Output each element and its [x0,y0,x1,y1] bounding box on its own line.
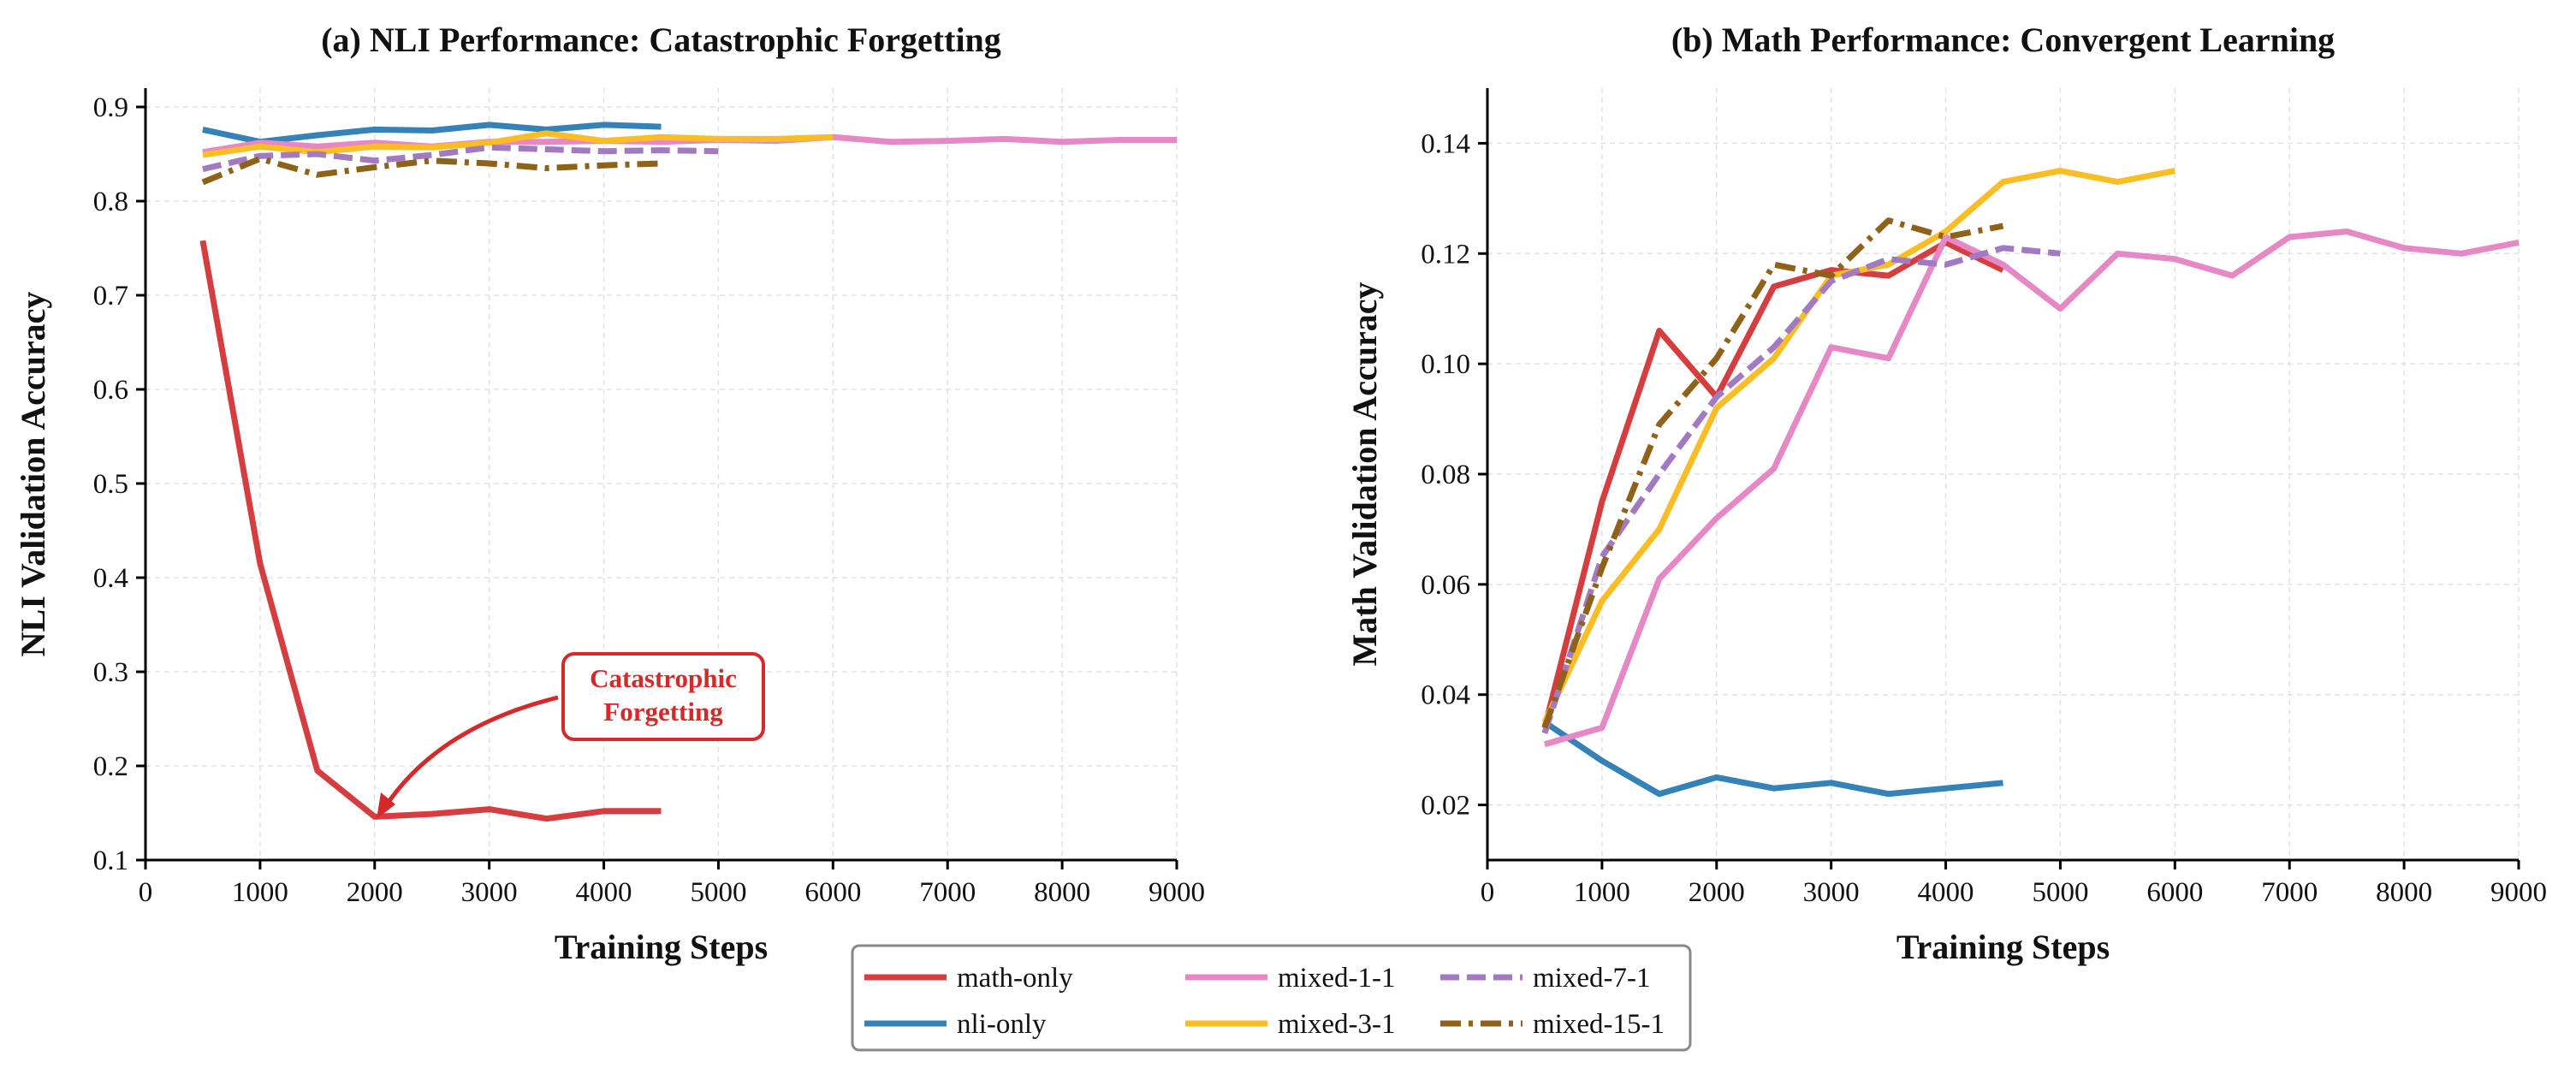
y-tick-label: 0.4 [93,563,128,594]
annotation-arrowhead [377,792,395,819]
x-tick-label: 3000 [1803,877,1860,908]
y-tick-label: 0.9 [93,92,128,123]
legend-label-math-only: math-only [957,963,1073,994]
panel-math-title: (b) Math Performance: Convergent Learnin… [1671,21,2335,59]
panel-nli: 0 1000 2000 3000 4000 5000 6000 7000 8000 9000 0.1… [14,21,1205,966]
series-line-mixed-3-1 [1541,168,2175,724]
annotation-line-2: Forgetting [603,697,723,727]
panel-math-ylabel: Math Validation Accuracy [1345,282,1384,667]
panel-math-ticks: 0 1000 2000 3000 4000 5000 6000 7000 8000 9000 0.0… [1421,128,2547,908]
panel-nli-xlabel: Training Steps [555,928,768,966]
y-tick-label: 0.04 [1421,680,1470,711]
series-line-mixed-3-1 [202,130,834,158]
y-tick-label: 0.08 [1421,460,1470,490]
x-tick-label: 5000 [2032,877,2088,908]
series-line-mixed-15-1 [201,156,662,186]
legend-entries: math-only nli-only mixed-1-1 mixed-3-1 mixed… [864,963,1665,1040]
panel-nli-ylabel: NLI Validation Accuracy [14,292,52,657]
x-tick-label: 6000 [2146,877,2203,908]
y-tick-label: 0.06 [1421,570,1470,601]
panel-math: 0 1000 2000 3000 4000 5000 6000 7000 8000 9000 0.0… [1345,21,2547,966]
y-tick-label: 0.10 [1421,349,1470,380]
series-line-nli-only [202,122,662,145]
y-tick-label: 0.7 [93,281,128,312]
y-tick-label: 0.12 [1421,239,1470,270]
x-tick-label: 8000 [1034,877,1090,908]
x-tick-label: 9000 [2490,877,2547,908]
panel-math-series [1541,168,2520,798]
panel-nli-axes [144,88,1177,862]
x-tick-label: 5000 [690,877,746,908]
x-tick-label: 6000 [804,877,861,908]
legend-label-mixed-15-1: mixed-15-1 [1533,1009,1665,1040]
series-line-mixed-7-1 [202,144,719,173]
x-tick-label: 7000 [919,877,976,908]
x-tick-label: 1000 [1574,877,1630,908]
panel-nli-grid [145,88,1178,861]
panel-nli-ticks: 0 1000 2000 3000 4000 5000 6000 7000 8000 9000 0.1… [93,92,1205,908]
legend-label-mixed-3-1: mixed-3-1 [1278,1009,1395,1040]
annotation-line-1: Catastrophic [590,663,737,693]
legend-label-mixed-1-1: mixed-1-1 [1278,963,1395,994]
x-tick-label: 2000 [1689,877,1745,908]
legend-label-mixed-7-1: mixed-7-1 [1533,963,1650,994]
x-tick-label: 0 [139,877,153,908]
panel-nli-title: (a) NLI Performance: Catastrophic Forget… [321,21,1001,59]
y-tick-label: 0.8 [93,187,128,217]
x-tick-label: 4000 [1918,877,1974,908]
x-tick-label: 8000 [2376,877,2432,908]
x-tick-label: 2000 [347,877,403,908]
annotation-arrow [381,695,559,811]
x-tick-label: 9000 [1149,877,1205,908]
series-line-mixed-1-1 [1543,228,2520,748]
x-tick-label: 3000 [461,877,518,908]
series-line-mixed-7-1 [1541,245,2061,734]
x-tick-label: 7000 [2261,877,2318,908]
series-line-mixed-15-1 [1541,217,2004,729]
x-tick-label: 4000 [576,877,632,908]
series-line-math-only [1541,239,2005,729]
series-line-nli-only [1542,719,2003,798]
annotation-box [561,652,765,741]
y-tick-label: 0.3 [93,657,128,688]
y-tick-label: 0.1 [93,846,128,876]
y-tick-label: 0.5 [93,469,128,500]
x-tick-label: 1000 [232,877,288,908]
legend: math-only nli-only mixed-1-1 mixed-3-1 mixed… [851,944,1692,1052]
panel-nli-series [199,122,1177,822]
y-tick-label: 0.6 [93,375,128,406]
panel-math-xlabel: Training Steps [1896,928,2110,966]
x-tick-label: 0 [1481,877,1495,908]
y-tick-label: 0.02 [1421,791,1470,822]
legend-label-nli-only: nli-only [957,1009,1047,1040]
y-tick-label: 0.2 [93,751,128,782]
forgetting-annotation: Catastrophic Forgetting [377,652,765,819]
series-line-math-only [199,240,662,822]
y-tick-label: 0.14 [1421,128,1470,159]
